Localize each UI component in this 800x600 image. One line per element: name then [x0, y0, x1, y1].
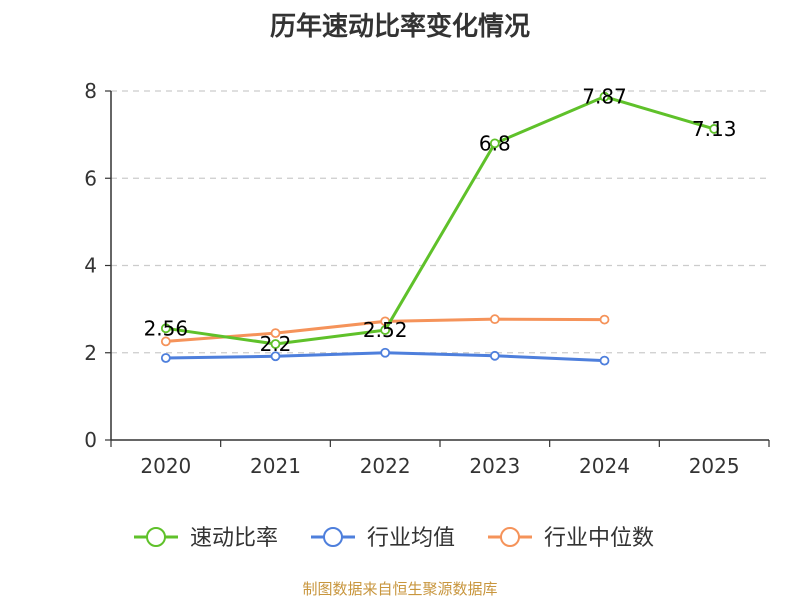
legend-label: 行业中位数	[544, 526, 654, 551]
data-point	[160, 323, 171, 334]
y-tick-label: 8	[84, 79, 97, 103]
legend-label: 速动比率	[190, 526, 278, 551]
data-point	[599, 314, 610, 325]
data-point	[489, 350, 500, 361]
x-tick-label: 2025	[689, 454, 740, 478]
data-label: 2.56	[144, 316, 189, 340]
data-point	[599, 355, 610, 366]
y-tick-label: 0	[84, 428, 97, 452]
series-line-0	[165, 95, 715, 346]
data-point	[380, 347, 391, 358]
data-point	[160, 336, 171, 347]
data-point	[270, 351, 281, 362]
data-point	[270, 339, 281, 349]
data-point	[380, 325, 391, 335]
chart-title: 历年速动比率变化情况	[269, 12, 530, 42]
data-point	[489, 314, 500, 325]
y-tick-label: 6	[84, 166, 97, 190]
data-point	[270, 328, 281, 339]
x-tick-label: 2020	[140, 454, 191, 478]
x-tick-label: 2023	[469, 454, 520, 478]
data-point	[599, 91, 610, 102]
x-tick-label: 2024	[579, 454, 630, 478]
data-label: 2.2	[260, 332, 292, 356]
data-label: 2.52	[363, 318, 408, 342]
legend-swatch-marker	[323, 527, 343, 547]
data-label: 6.8	[479, 131, 511, 155]
data-label: 7.87	[582, 85, 627, 109]
legend-label: 行业均值	[367, 526, 455, 551]
data-point	[489, 138, 500, 149]
legend-swatch-marker	[146, 527, 166, 547]
data-label: 7.13	[692, 117, 737, 141]
data-point	[160, 353, 171, 363]
legend-swatch-marker	[500, 527, 520, 547]
source-note: 制图数据来自恒生聚源数据库	[302, 580, 498, 598]
x-tick-label: 2021	[250, 454, 301, 478]
y-tick-label: 2	[84, 341, 97, 365]
x-tick-label: 2022	[360, 454, 411, 478]
data-point	[709, 124, 720, 134]
y-tick-label: 4	[84, 254, 97, 278]
